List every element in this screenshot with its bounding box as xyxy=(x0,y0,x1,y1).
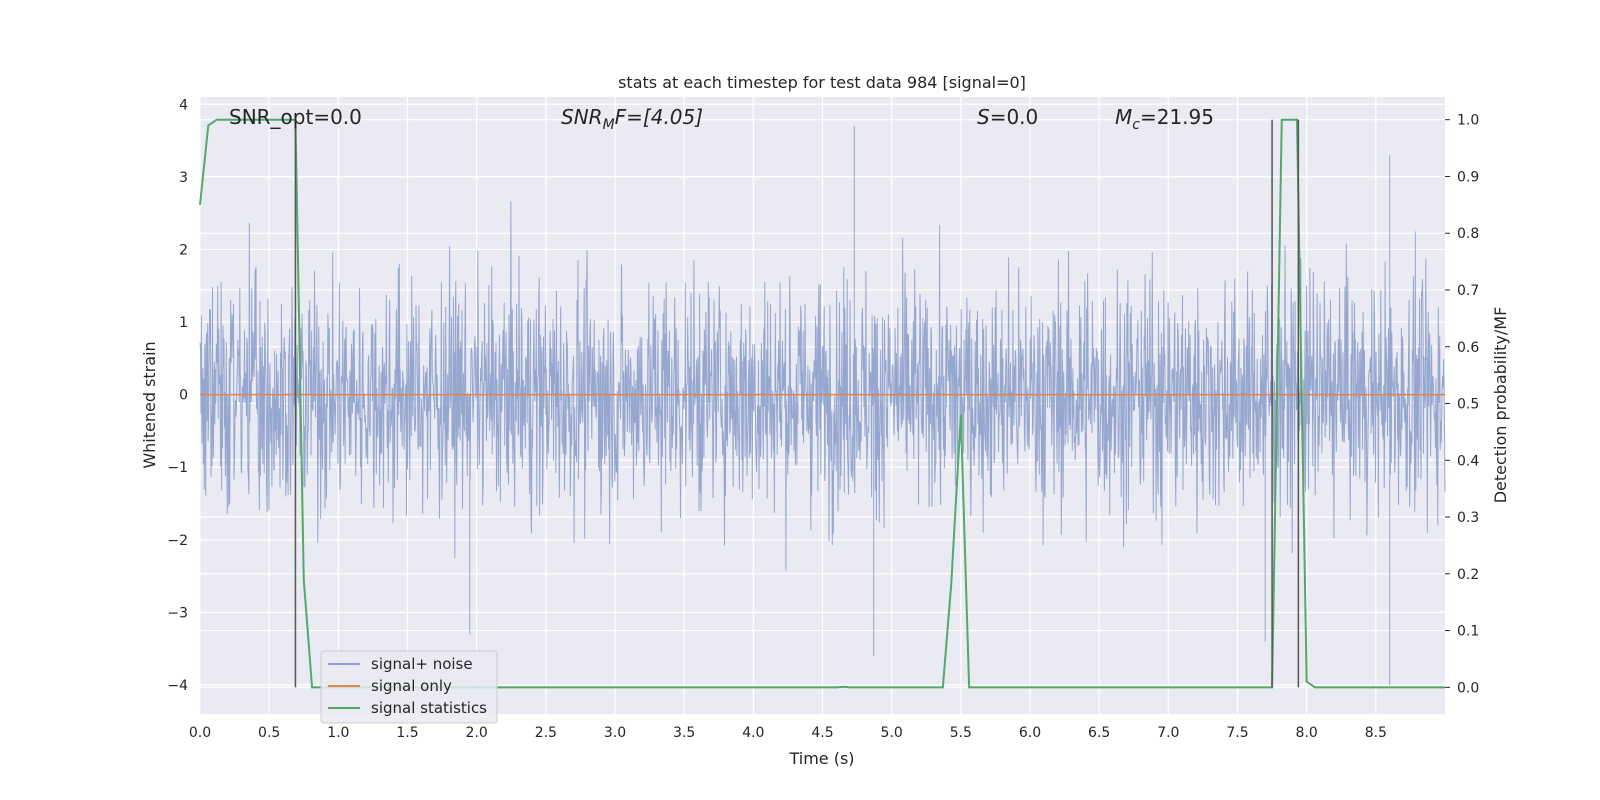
signal-noise-series xyxy=(199,126,1446,685)
signal-statistics-line xyxy=(199,118,1445,689)
mc-sub: c xyxy=(1132,117,1140,133)
y-right-tick-label: 0.4 xyxy=(1457,453,1479,469)
y-axis-label-right: Detection probability/MF xyxy=(1491,307,1510,504)
x-tick-label: 5.0 xyxy=(881,725,903,741)
snr-mf-suffix: F=[4.05] xyxy=(615,105,703,129)
mc-value: =21.95 xyxy=(1140,105,1214,129)
y-left-tick-label: 0 xyxy=(179,388,188,404)
y-left-tick-label: −2 xyxy=(167,533,188,549)
mc-prefix: M xyxy=(1115,105,1132,129)
x-tick-label: 6.0 xyxy=(1019,725,1041,741)
x-tick-label: 2.5 xyxy=(535,725,557,741)
x-tick-label: 8.0 xyxy=(1296,725,1318,741)
x-tick-label: 8.5 xyxy=(1365,725,1387,741)
y-right-tick-label: 0.7 xyxy=(1457,283,1479,299)
y-right-tick-label: 1.0 xyxy=(1457,113,1479,129)
x-tick-label: 3.0 xyxy=(604,725,626,741)
grid xyxy=(199,97,1445,714)
y-right-tick-label: 0.0 xyxy=(1457,680,1479,696)
y-right-tick-label: 0.8 xyxy=(1457,226,1479,242)
y-right-tick-label: 0.6 xyxy=(1457,340,1479,356)
y-left-tick-label: 2 xyxy=(179,242,188,258)
x-tick-label: 4.5 xyxy=(811,725,833,741)
x-tick-label: 0.0 xyxy=(189,725,211,741)
y-right-tick-label: 0.9 xyxy=(1457,169,1479,185)
vertical-markers xyxy=(294,119,1300,688)
y-left-tick-label: 3 xyxy=(179,170,188,186)
y-left-tick-label: −4 xyxy=(167,678,188,694)
snr-mf-sub: M xyxy=(603,117,615,133)
y-left-tick-label: 1 xyxy=(179,315,188,331)
x-tick-label: 7.0 xyxy=(1157,725,1179,741)
s-label: S xyxy=(977,105,990,129)
y-axis-label-left: Whitened strain xyxy=(140,341,159,468)
y-right-tick-label: 0.2 xyxy=(1457,567,1479,583)
x-tick-label: 3.5 xyxy=(673,725,695,741)
signal-statistics-series xyxy=(199,118,1445,689)
y-right-tick-label: 0.3 xyxy=(1457,510,1479,526)
x-tick-label: 4.0 xyxy=(742,725,764,741)
y-left-tick-label: −3 xyxy=(167,605,188,621)
y-left-tick-label: 4 xyxy=(179,97,188,113)
y-right-tick-label: 0.1 xyxy=(1457,624,1479,640)
legend-label-noise: signal+ noise xyxy=(371,655,473,673)
chart-title: stats at each timestep for test data 984… xyxy=(618,73,1026,92)
y-right-ticks: 1.0 0.9 0.8 0.7 0.6 0.5 0.4 0.3 0.2 0.1 0.0 xyxy=(1445,113,1479,696)
y-left-ticks: 4 3 2 1 0 −1 −2 −3 −4 xyxy=(167,97,188,694)
legend-label-stats: signal statistics xyxy=(371,699,487,717)
x-tick-label: 0.5 xyxy=(258,725,280,741)
annotation-snr-mf: SNRMF=[4.05] xyxy=(561,105,703,133)
x-tick-label: 1.0 xyxy=(327,725,349,741)
y-right-tick-label: 0.5 xyxy=(1457,397,1479,413)
x-tick-label: 2.0 xyxy=(466,725,488,741)
s-value: =0.0 xyxy=(990,105,1039,129)
x-axis-label: Time (s) xyxy=(788,749,854,768)
x-tick-label: 5.5 xyxy=(950,725,972,741)
snr-mf-prefix: SNR xyxy=(561,105,603,129)
x-axis-ticks: 0.0 0.5 1.0 1.5 2.0 2.5 3.0 3.5 4.0 4.5 5.0 5.5 6.0 6… xyxy=(189,725,1387,741)
legend-label-signal: signal only xyxy=(371,677,452,695)
legend: signal+ noise signal only signal statist… xyxy=(320,650,498,724)
annotation-snr-opt: SNR_opt=0.0 xyxy=(229,105,362,129)
x-tick-label: 7.5 xyxy=(1226,725,1248,741)
annotation-s: S=0.0 xyxy=(977,105,1038,129)
x-tick-label: 6.5 xyxy=(1088,725,1110,741)
y-left-tick-label: −1 xyxy=(167,460,188,476)
x-tick-label: 1.5 xyxy=(396,725,418,741)
noise-trace xyxy=(199,126,1446,685)
legend-box xyxy=(320,650,498,724)
annotation-mc: Mc=21.95 xyxy=(1115,105,1214,133)
